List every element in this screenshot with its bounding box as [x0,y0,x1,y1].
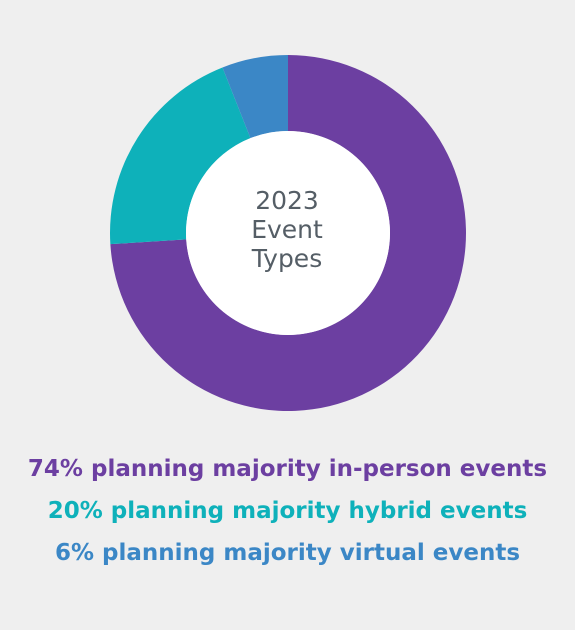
center-title-line-1: 2023 [255,186,319,215]
legend-item-in-person: 74% planning majority in-person events [27,456,548,482]
donut-hole [186,131,390,335]
chart-center-title: 2023 Event Types [187,186,387,273]
center-title-line-2: Event [251,215,323,244]
center-title-line-3: Types [251,244,323,273]
legend: 74% planning majority in-person events 2… [0,448,575,574]
slice-hybrid [110,67,251,245]
slice-in-person [110,55,466,412]
legend-item-virtual: 6% planning majority virtual events [54,540,521,566]
donut-chart: 2023 Event Types [110,55,466,412]
slice-virtual [222,55,288,139]
donut-svg [110,55,466,412]
legend-item-hybrid: 20% planning majority hybrid events [47,498,528,524]
